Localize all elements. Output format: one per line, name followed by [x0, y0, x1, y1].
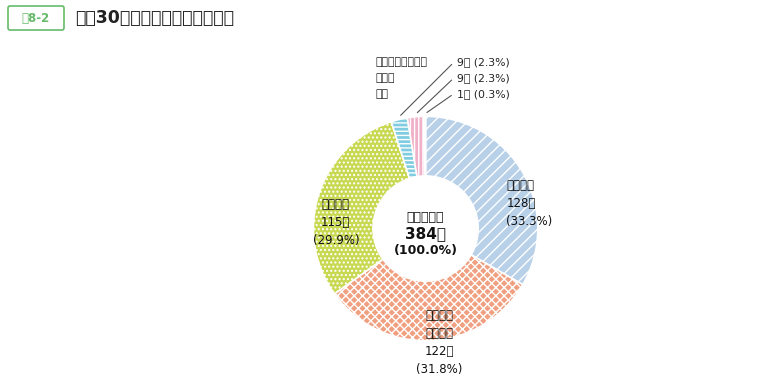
Text: 平成30年度末派遣先機関別状況: 平成30年度末派遣先機関別状況 — [75, 9, 234, 27]
Text: 派遣者総数: 派遣者総数 — [407, 211, 445, 224]
Text: 384人: 384人 — [405, 227, 446, 242]
Wedge shape — [391, 118, 426, 229]
Text: 学校: 学校 — [375, 89, 388, 99]
Wedge shape — [426, 116, 538, 285]
Text: 研究所: 研究所 — [375, 73, 394, 83]
FancyBboxPatch shape — [8, 6, 64, 30]
Wedge shape — [407, 116, 426, 229]
Text: 外国政府
115人
(29.9%): 外国政府 115人 (29.9%) — [312, 199, 359, 247]
Text: (100.0%): (100.0%) — [394, 245, 458, 257]
Wedge shape — [334, 229, 523, 341]
Text: 9人 (2.3%): 9人 (2.3%) — [457, 57, 510, 67]
Text: 9人 (2.3%): 9人 (2.3%) — [457, 73, 510, 83]
Wedge shape — [424, 116, 426, 229]
Text: 国際連合
128人
(33.3%): 国際連合 128人 (33.3%) — [506, 179, 553, 228]
Text: 図8-2: 図8-2 — [22, 11, 50, 25]
Text: 1人 (0.3%): 1人 (0.3%) — [457, 89, 510, 99]
Text: 指令で定める機関: 指令で定める機関 — [375, 57, 427, 67]
Circle shape — [373, 176, 478, 281]
Text: その他の
国際機関
122人
(31.8%): その他の 国際機関 122人 (31.8%) — [416, 309, 462, 376]
Wedge shape — [313, 122, 426, 294]
